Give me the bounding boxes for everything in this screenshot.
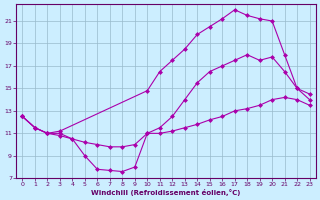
X-axis label: Windchill (Refroidissement éolien,°C): Windchill (Refroidissement éolien,°C) xyxy=(91,189,241,196)
